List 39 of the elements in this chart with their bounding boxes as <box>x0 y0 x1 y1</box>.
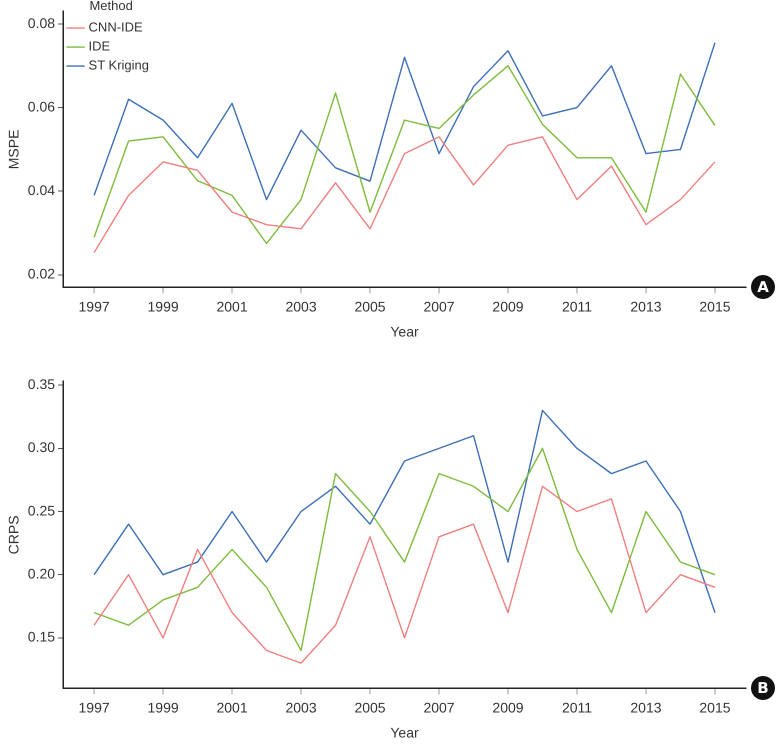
y-tick-label: 0.02 <box>28 266 56 282</box>
x-tick-label: 2007 <box>423 298 455 315</box>
x-tick-label: 2005 <box>354 700 386 716</box>
y-axis-title: CRPS <box>5 515 22 554</box>
legend-title: Method <box>89 0 133 14</box>
text: A <box>751 275 775 300</box>
x-tick-label: 1999 <box>148 700 179 716</box>
x-tick-label: 2011 <box>562 298 592 315</box>
x-tick-label: 2001 <box>216 700 248 716</box>
x-tick-label: 2007 <box>423 700 455 716</box>
x-tick-label: 2015 <box>699 700 731 716</box>
x-tick-label: 2013 <box>630 700 662 716</box>
x-tick-label: 2013 <box>630 298 662 315</box>
y-tick-label: 0.35 <box>28 376 56 392</box>
x-tick-label: 2003 <box>285 700 317 716</box>
x-tick-label: 2001 <box>216 298 248 315</box>
x-tick-label: 1999 <box>148 298 179 315</box>
legend-label: IDE <box>88 38 111 54</box>
y-tick-label: 0.25 <box>28 502 56 518</box>
y-tick-label: 0.06 <box>28 98 56 114</box>
y-axis-title: MSPE <box>5 130 22 170</box>
legend-label: ST Kriging <box>88 58 150 73</box>
x-axis-title: Year <box>390 724 419 740</box>
x-axis-title: Year <box>390 323 419 340</box>
x-tick-label: 2003 <box>285 298 317 315</box>
x-tick-label: 2009 <box>492 700 524 716</box>
text: B <box>751 676 775 700</box>
x-tick-label: 2005 <box>354 298 386 315</box>
y-tick-label: 0.04 <box>28 182 56 198</box>
x-tick-label: 2011 <box>562 700 592 716</box>
legend-label: CNN-IDE <box>88 20 144 35</box>
y-tick-label: 0.30 <box>28 439 56 456</box>
x-tick-label: 1997 <box>78 700 110 716</box>
y-tick-label: 0.08 <box>28 14 56 31</box>
x-tick-label: 1997 <box>78 298 110 315</box>
x-tick-label: 2015 <box>699 298 731 315</box>
y-tick-label: 0.15 <box>28 628 56 645</box>
y-tick-label: 0.20 <box>28 566 56 582</box>
x-tick-label: 2009 <box>492 298 524 315</box>
